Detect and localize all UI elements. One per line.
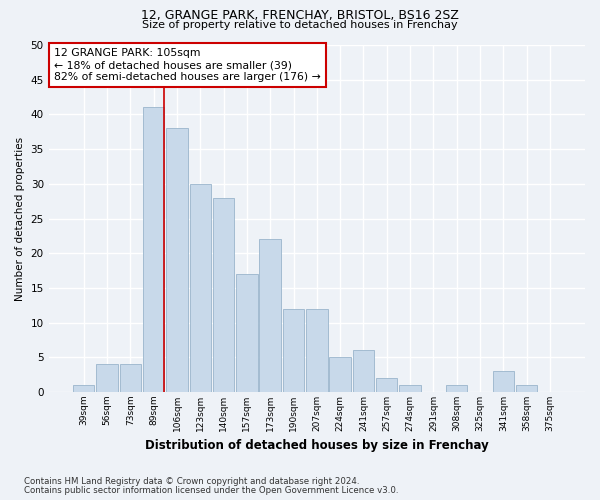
Bar <box>329 358 351 392</box>
Text: 12, GRANGE PARK, FRENCHAY, BRISTOL, BS16 2SZ: 12, GRANGE PARK, FRENCHAY, BRISTOL, BS16… <box>141 9 459 22</box>
Bar <box>97 364 118 392</box>
Bar <box>213 198 235 392</box>
Bar <box>190 184 211 392</box>
Bar <box>73 385 94 392</box>
Bar <box>306 308 328 392</box>
Bar <box>236 274 257 392</box>
Bar <box>353 350 374 392</box>
Bar <box>283 308 304 392</box>
Bar <box>493 371 514 392</box>
Bar <box>376 378 397 392</box>
Text: Contains public sector information licensed under the Open Government Licence v3: Contains public sector information licen… <box>24 486 398 495</box>
Text: Contains HM Land Registry data © Crown copyright and database right 2024.: Contains HM Land Registry data © Crown c… <box>24 477 359 486</box>
Bar <box>400 385 421 392</box>
X-axis label: Distribution of detached houses by size in Frenchay: Distribution of detached houses by size … <box>145 440 489 452</box>
Text: Size of property relative to detached houses in Frenchay: Size of property relative to detached ho… <box>142 20 458 30</box>
Bar <box>259 240 281 392</box>
Bar <box>166 128 188 392</box>
Bar <box>516 385 538 392</box>
Bar <box>143 108 164 392</box>
Y-axis label: Number of detached properties: Number of detached properties <box>15 136 25 300</box>
Bar <box>446 385 467 392</box>
Bar <box>119 364 141 392</box>
Text: 12 GRANGE PARK: 105sqm
← 18% of detached houses are smaller (39)
82% of semi-det: 12 GRANGE PARK: 105sqm ← 18% of detached… <box>54 48 321 82</box>
